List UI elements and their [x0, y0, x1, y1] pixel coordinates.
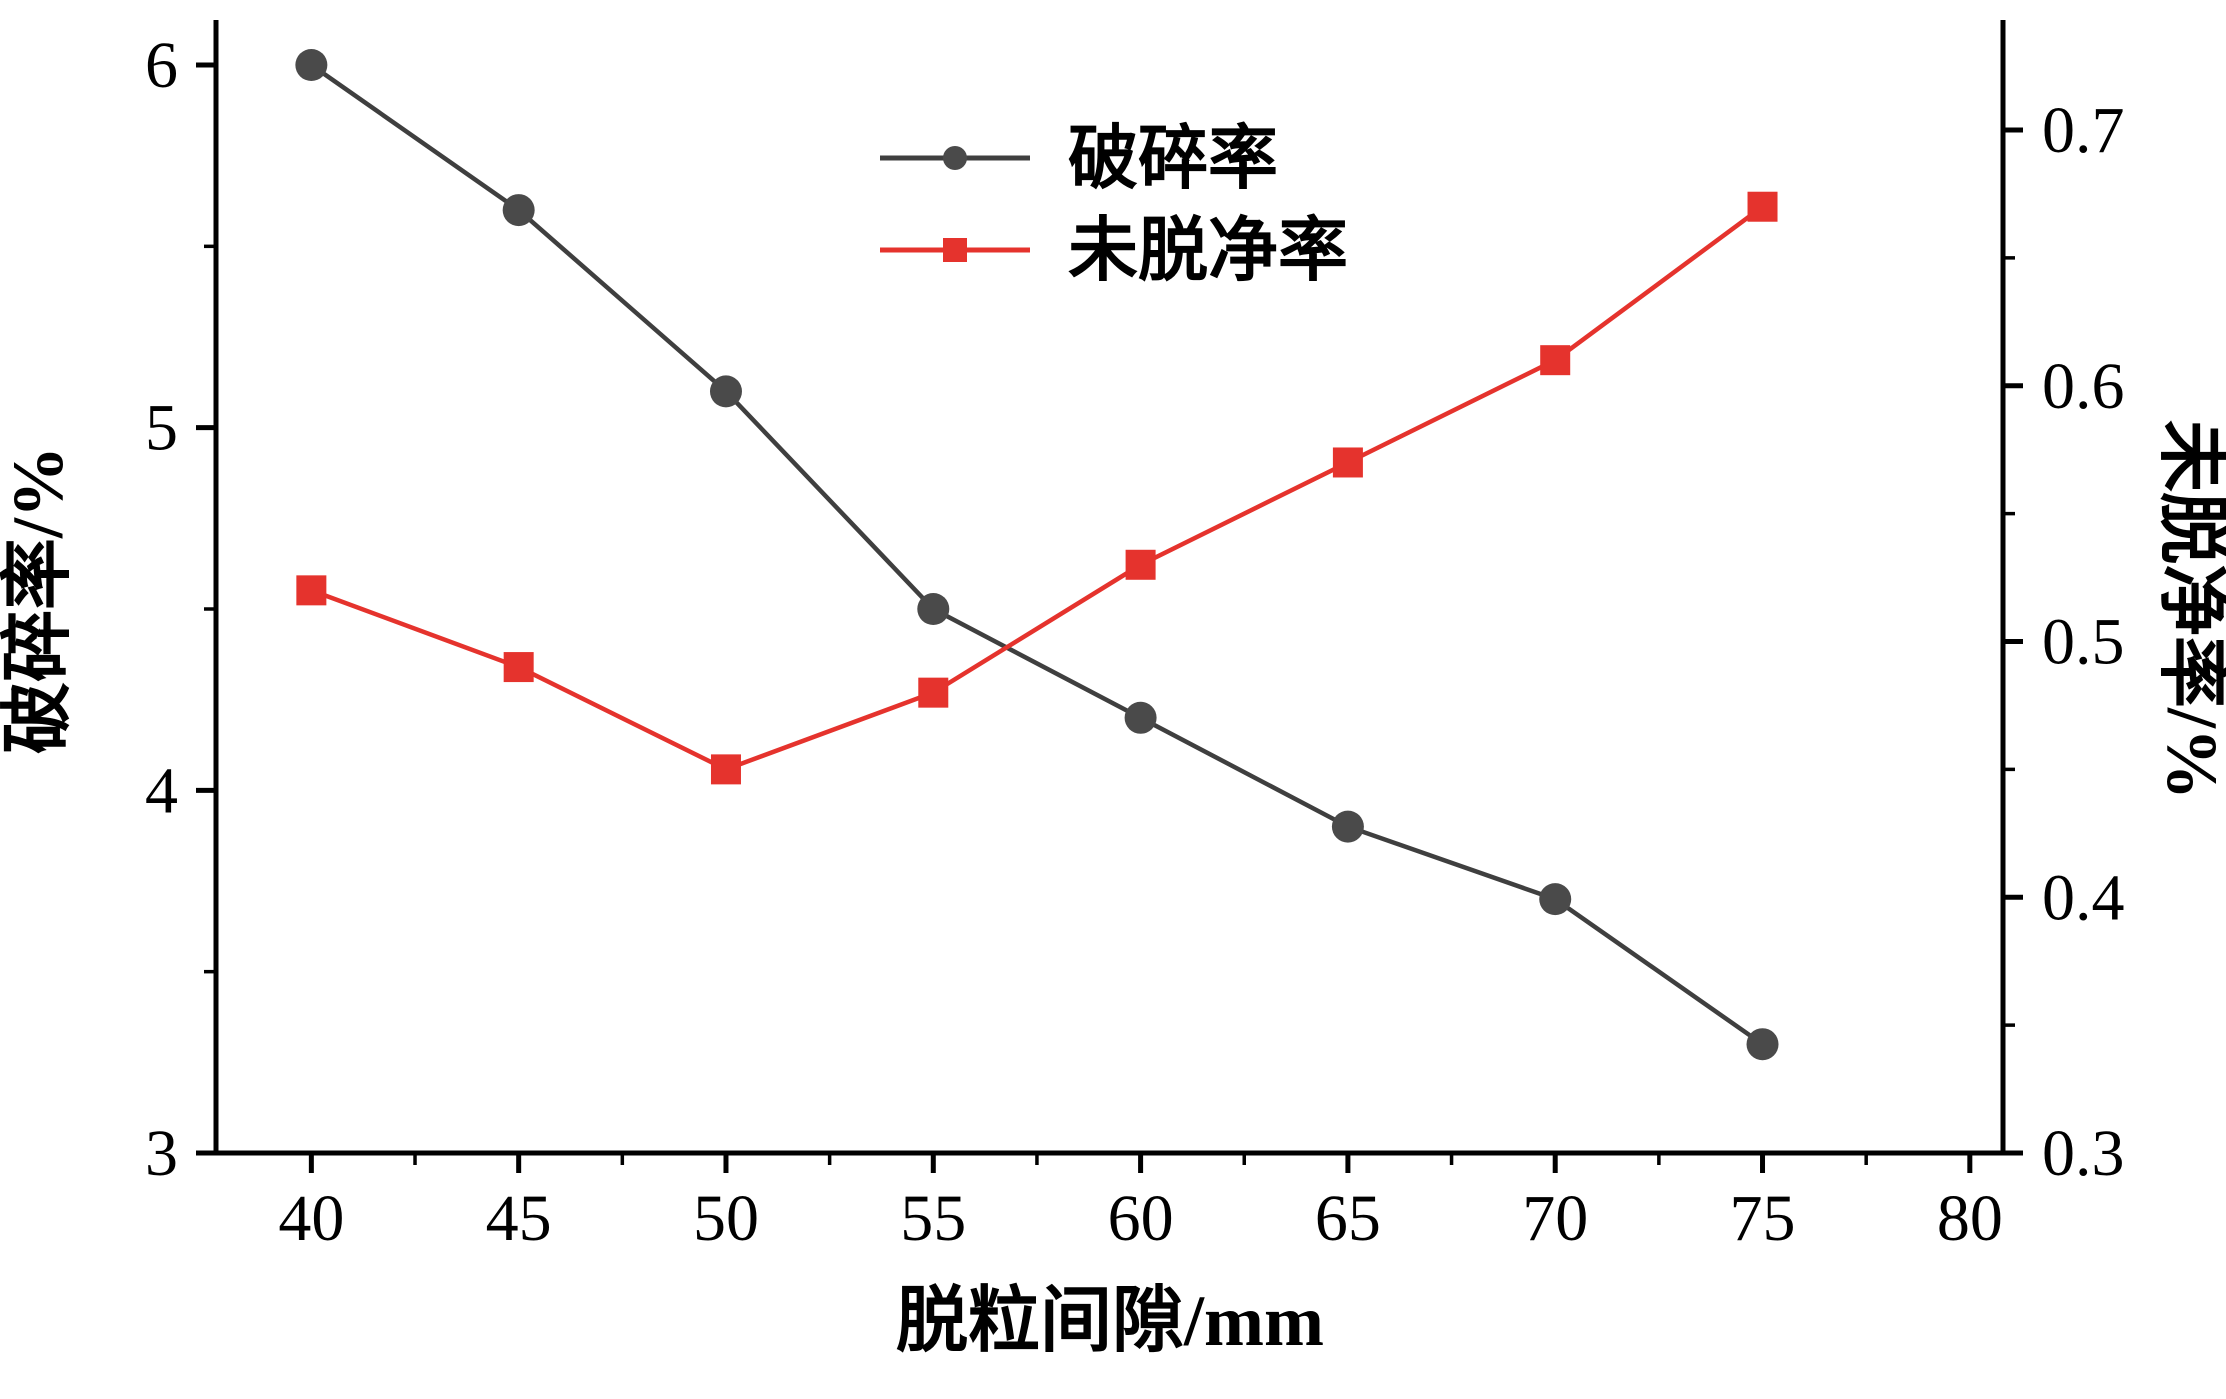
x-tick-label: 40: [278, 1182, 344, 1255]
series-breakage-rate-marker: [1331, 810, 1364, 843]
x-tick-label: 75: [1730, 1182, 1796, 1255]
series-unthreshed-rate-marker: [296, 575, 327, 606]
series-unthreshed-rate-marker: [918, 677, 949, 708]
series-unthreshed-rate-marker: [1540, 345, 1571, 376]
y-right-tick-label: 0.4: [2042, 861, 2125, 934]
series-breakage-rate-marker: [709, 375, 742, 408]
y-left-tick-label: 5: [145, 392, 178, 465]
series-breakage-rate-marker: [502, 194, 535, 227]
series-breakage-rate-marker: [295, 49, 328, 81]
y-left-tick-label: 6: [145, 29, 178, 102]
series-unthreshed-rate-marker: [1747, 191, 1778, 222]
y-right-tick-label: 0.5: [2042, 606, 2125, 679]
y-axis-right-label: 未脱净率/%: [2152, 420, 2226, 800]
y-left-tick-label: 4: [145, 754, 178, 827]
series-breakage-rate-line: [310, 63, 1764, 1047]
x-tick-label: 50: [693, 1182, 759, 1255]
series-breakage-rate-marker: [1124, 701, 1157, 734]
series-unthreshed-rate-line: [310, 204, 1764, 772]
series-breakage-rate-marker: [917, 593, 950, 625]
x-axis-label: 脱粒间隙/mm: [896, 1281, 1324, 1361]
y-axis-left-label: 破碎率/%: [0, 446, 78, 754]
series-unthreshed-rate-marker: [1332, 447, 1363, 478]
x-tick-label: 80: [1937, 1182, 2003, 1255]
x-tick-label: 60: [1108, 1182, 1174, 1255]
legend-item-series-breakage-rate: 破碎率: [880, 120, 1278, 198]
legend-square-marker-icon: [943, 238, 967, 262]
y-right-tick-label: 0.7: [2042, 94, 2125, 167]
series-breakage-rate-marker: [1746, 1028, 1779, 1061]
series-unthreshed-rate-marker: [1125, 549, 1156, 580]
x-tick-label: 70: [1522, 1182, 1588, 1255]
series-unthreshed-rate-marker: [710, 754, 741, 785]
x-tick-label: 55: [900, 1182, 966, 1255]
y-right-tick-label: 0.3: [2042, 1117, 2125, 1190]
series-unthreshed-rate-marker: [503, 652, 534, 683]
series-breakage-rate-marker: [1539, 883, 1572, 916]
legend-circle-marker-icon: [943, 146, 967, 170]
y-left-tick-label: 3: [145, 1117, 178, 1190]
x-tick-label: 65: [1315, 1182, 1381, 1255]
y-right-tick-label: 0.6: [2042, 350, 2125, 423]
x-tick-label: 45: [486, 1182, 552, 1255]
legend-label: 未脱净率: [1068, 212, 1348, 290]
legend-label: 破碎率: [1068, 120, 1278, 198]
legend-item-series-unthreshed-rate: 未脱净率: [880, 212, 1348, 290]
